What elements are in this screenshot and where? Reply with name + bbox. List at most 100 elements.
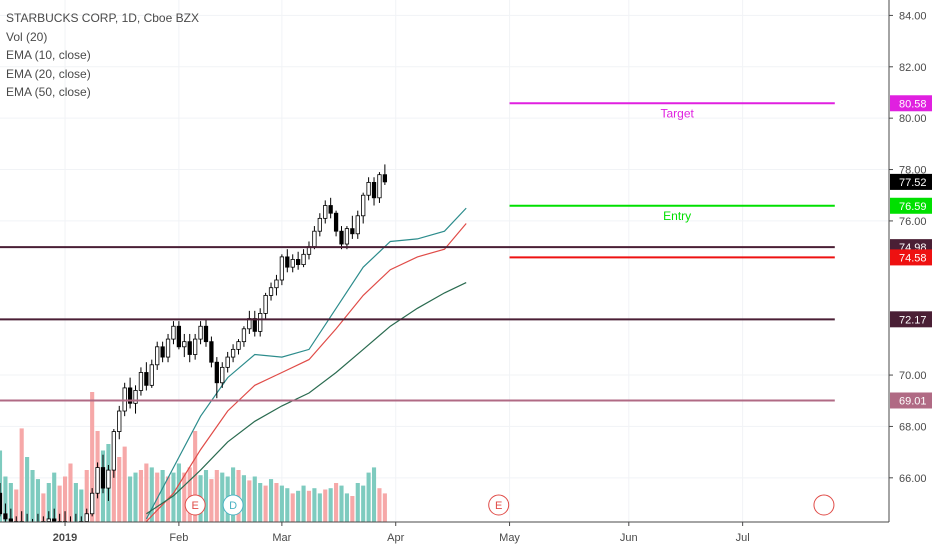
- volume-bar: [133, 472, 138, 522]
- volume-bar: [361, 485, 366, 522]
- candle-body: [290, 259, 295, 268]
- candle-body: [144, 372, 149, 386]
- candle-body: [176, 325, 182, 348]
- volume-bar: [268, 479, 274, 522]
- volume-bar: [84, 470, 89, 522]
- price-badge-label: 74.58: [899, 252, 927, 264]
- volume-bar: [187, 467, 192, 522]
- time-tick-label: Apr: [387, 532, 404, 544]
- volume-bar: [382, 493, 387, 522]
- volume-bar: [258, 483, 263, 522]
- volume-bar: [193, 431, 198, 522]
- volume-bar: [377, 488, 382, 522]
- price-badge-label: 72.17: [899, 314, 927, 326]
- chart-legend: STARBUCKS CORP, 1D, Cboe BZX Vol (20) EM…: [6, 9, 199, 102]
- candle-body: [187, 341, 192, 355]
- study-vol[interactable]: Vol (20): [6, 29, 48, 44]
- candle-body: [317, 217, 322, 232]
- candle-body: [333, 212, 339, 232]
- candle-body: [361, 194, 366, 217]
- candle-body: [84, 513, 89, 522]
- event-marker: [488, 494, 510, 516]
- candle-body: [268, 287, 274, 296]
- price-badge-label: 76.59: [899, 201, 927, 213]
- candle-body: [230, 348, 236, 358]
- volume-bar: [122, 446, 127, 522]
- volume-bar: [14, 489, 19, 522]
- volume-bar: [128, 476, 133, 522]
- volume-bar: [301, 485, 306, 522]
- candle-body: [171, 325, 176, 340]
- time-tick-label: Jul: [736, 532, 750, 544]
- candle-body: [220, 366, 225, 384]
- price-badge-label: 77.52: [899, 177, 927, 189]
- volume-bar: [0, 450, 3, 522]
- price-tick-label: 84.00: [899, 10, 927, 22]
- volume-bar: [236, 470, 241, 522]
- candle-body: [214, 361, 219, 384]
- volume-bar: [344, 493, 349, 522]
- price-tick-label: 76.00: [899, 216, 927, 228]
- candle-body: [252, 318, 257, 332]
- candle-body: [323, 205, 328, 219]
- candle-body: [263, 295, 268, 314]
- volume-bar: [214, 470, 219, 522]
- candle-body: [274, 279, 279, 289]
- volume-bar: [252, 476, 257, 522]
- volume-bar: [176, 463, 181, 522]
- price-tick-label: 66.00: [899, 473, 927, 485]
- volume-bar: [144, 463, 149, 522]
- volume-bar: [149, 467, 154, 522]
- ema-lines: [145, 207, 467, 522]
- volume-bar: [220, 472, 225, 522]
- candle-body: [285, 256, 290, 268]
- price-tick-label: 70.00: [899, 370, 927, 382]
- candle-body: [117, 410, 122, 432]
- candle-body: [279, 256, 285, 281]
- candle-body: [106, 469, 111, 489]
- volume-bar: [46, 483, 51, 522]
- volume-bar: [296, 490, 301, 522]
- volume-bar: [366, 472, 371, 522]
- symbol-title[interactable]: STARBUCKS CORP, 1D, Cboe BZX: [6, 11, 199, 25]
- volume-bar: [3, 476, 8, 522]
- volume-bar: [52, 472, 57, 522]
- volume-bar: [334, 483, 339, 522]
- study-ema-50[interactable]: EMA (50, close): [6, 85, 91, 100]
- study-ema-20[interactable]: EMA (20, close): [6, 66, 91, 81]
- volume-bar: [138, 470, 143, 522]
- volume-bar: [339, 485, 344, 522]
- candle-body: [258, 313, 263, 332]
- candle-body: [127, 387, 133, 404]
- volume-bar: [30, 470, 35, 522]
- candle-body: [301, 253, 306, 265]
- price-badge: [890, 311, 932, 328]
- volume-bar: [203, 470, 209, 522]
- price-tick-label: 80.00: [899, 113, 927, 125]
- candle-body: [182, 341, 187, 348]
- candle-body: [371, 181, 377, 199]
- volume-bar: [312, 488, 317, 522]
- volume-bar: [57, 485, 62, 522]
- candle-body: [350, 228, 355, 235]
- candle-body: [46, 518, 51, 522]
- level-lines: Target Entry: [0, 102, 835, 402]
- study-ema-10[interactable]: EMA (10, close): [6, 48, 91, 63]
- candle-body: [328, 205, 333, 214]
- candle-body: [296, 259, 301, 265]
- level-name-label: Target: [660, 106, 694, 120]
- event-marker-label: E: [495, 500, 502, 512]
- price-axis-bg: [889, 0, 932, 550]
- time-axis-bg: [0, 522, 889, 550]
- candle-body: [236, 341, 241, 350]
- volume-bar: [25, 457, 30, 522]
- candle-body: [344, 228, 350, 245]
- candle-body: [209, 341, 214, 363]
- volume-bar: [290, 493, 295, 522]
- ema-line-2: [146, 282, 467, 515]
- price-badge: [890, 249, 932, 266]
- candle-body: [382, 174, 388, 183]
- candle-body: [355, 215, 360, 235]
